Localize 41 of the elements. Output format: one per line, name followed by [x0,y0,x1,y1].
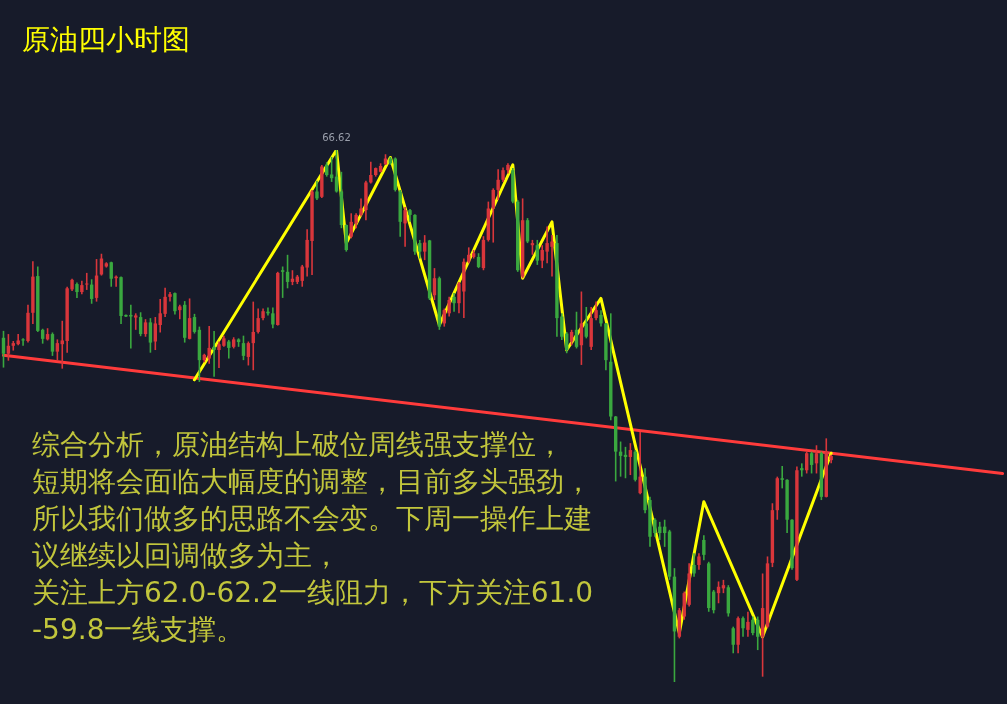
candlestick [271,306,275,330]
candlestick [280,265,285,299]
annotation: 关注上方62.0-62.2一线阻力，下方关注61.0-59.8一线支撑。 [32,575,595,648]
candlestick [315,180,319,201]
candlestick [403,206,407,248]
candlestick [329,156,334,183]
candlestick [148,317,153,354]
annotation: 综合分析，原油结构上破位周线强支撑位， [32,427,565,463]
candlestick [692,552,696,578]
candlestick [134,312,138,331]
candlestick [702,534,706,561]
candlestick [369,160,373,185]
candlestick [50,331,55,357]
candlestick [594,300,598,322]
candlestick [241,334,246,361]
candlestick [525,217,530,244]
candlestick [496,168,500,201]
candlestick [212,330,216,378]
annotation: 所以我们做多的思路不会变。下周一操作上建议继续以回调做多为主， [32,501,593,574]
annotation: 66.62 [322,132,351,143]
candlestick [535,239,540,266]
candlestick [109,260,113,288]
candlestick [731,625,735,655]
candlestick [809,450,814,475]
annotation: 短期将会面临大幅度的调整，目前多头强劲， [32,464,593,500]
candlestick [741,615,745,638]
candlestick [168,291,172,303]
candlestick [491,187,495,244]
candlestick [751,615,755,636]
candlestick [452,292,456,313]
candlestick [55,338,60,362]
candlestick [638,431,642,495]
candlestick [584,306,588,340]
candlestick [153,316,158,351]
candlestick [207,325,211,365]
candlestick [21,337,25,347]
candlestick [746,610,750,638]
candlestick [85,272,89,291]
candlestick [780,465,784,490]
chart-title: 原油四小时图 [22,22,190,58]
candlestick [256,307,260,335]
